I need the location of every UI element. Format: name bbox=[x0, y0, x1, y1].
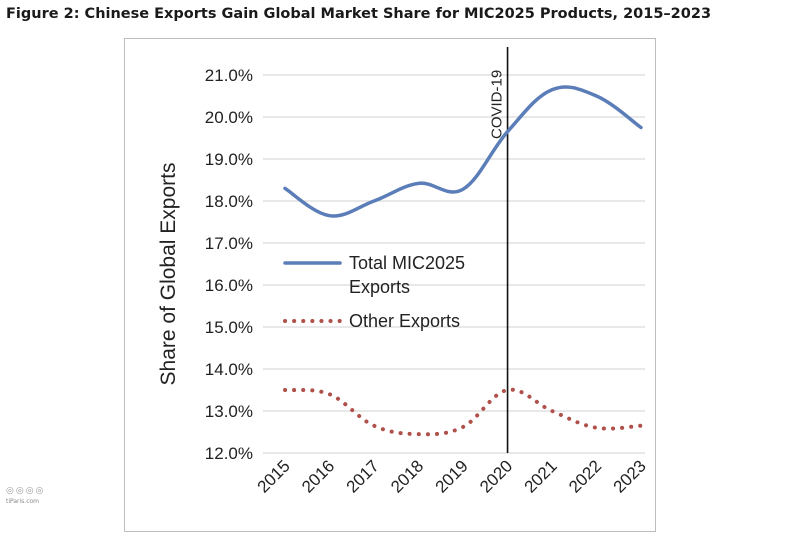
watermark-logo: ◎◎◎◎ tiParis.com bbox=[4, 486, 56, 506]
x-tick-label: 2020 bbox=[476, 456, 516, 496]
x-tick-label: 2017 bbox=[343, 456, 383, 496]
y-tick-label: 12.0% bbox=[205, 444, 253, 463]
y-tick-label: 20.0% bbox=[205, 108, 253, 127]
x-tick-label: 2022 bbox=[565, 456, 605, 496]
legend-label-total-mic2025-exports: Total MIC2025 bbox=[349, 253, 465, 273]
x-tick-label: 2021 bbox=[521, 456, 561, 496]
y-tick-label: 16.0% bbox=[205, 276, 253, 295]
x-tick-label: 2018 bbox=[387, 456, 427, 496]
figure-title: Figure 2: Chinese Exports Gain Global Ma… bbox=[6, 6, 712, 22]
watermark-glyphs: ◎◎◎◎ bbox=[6, 486, 46, 496]
y-tick-label: 21.0% bbox=[205, 66, 253, 85]
series-line-other-exports bbox=[283, 387, 643, 437]
legend-label-other-exports: Other Exports bbox=[349, 311, 460, 331]
y-tick-label: 13.0% bbox=[205, 402, 253, 421]
legend-label-total-mic2025-exports: Exports bbox=[349, 277, 410, 297]
y-tick-label: 15.0% bbox=[205, 318, 253, 337]
y-tick-label: 19.0% bbox=[205, 150, 253, 169]
x-tick-label: 2019 bbox=[432, 456, 472, 496]
x-tick-label: 2016 bbox=[298, 456, 338, 496]
chart-frame: 12.0% 13.0% 14.0% 15.0% 16.0% 17.0% 18.0% 19.0%… bbox=[124, 38, 656, 532]
y-tick-label: 18.0% bbox=[205, 192, 253, 211]
watermark-text: tiParis.com bbox=[6, 498, 40, 505]
covid-19-label: COVID-19 bbox=[489, 70, 506, 139]
series-line-total-mic2025-exports bbox=[283, 85, 643, 218]
y-tick-label: 14.0% bbox=[205, 360, 253, 379]
x-tick-label: 2015 bbox=[254, 456, 294, 496]
y-tick-label: 17.0% bbox=[205, 234, 253, 253]
x-tick-label: 2023 bbox=[610, 456, 650, 496]
y-axis-label: Share of Global Exports bbox=[157, 163, 180, 386]
line-chart: 12.0% 13.0% 14.0% 15.0% 16.0% 17.0% 18.0% 19.0%… bbox=[157, 47, 650, 497]
